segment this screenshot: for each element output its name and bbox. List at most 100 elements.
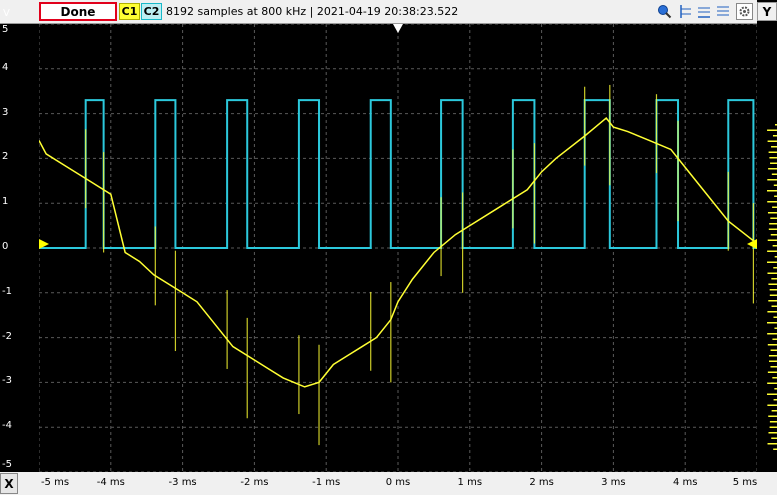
histogram-bar: [768, 151, 777, 153]
histogram-bar: [767, 382, 777, 384]
cursor-v-icon[interactable]: [695, 3, 712, 20]
channel-2-button[interactable]: C2: [141, 3, 162, 20]
histogram-bar: [772, 338, 777, 340]
histogram-bar: [770, 217, 777, 219]
histogram-bar: [767, 261, 777, 263]
c1-trace: [39, 84, 757, 446]
histogram-bar: [767, 404, 777, 406]
histogram-bar: [768, 415, 777, 417]
x-tick-label: -3 ms: [168, 477, 197, 488]
histogram-bar: [770, 366, 777, 368]
zoom-icon[interactable]: [656, 3, 673, 20]
x-axis-button[interactable]: X: [0, 473, 18, 494]
histogram-bar: [767, 272, 777, 274]
x-tick-label: -1 ms: [312, 477, 341, 488]
trigger-level-marker-left[interactable]: [39, 239, 49, 249]
histogram-bar: [774, 256, 777, 258]
histogram-bar: [772, 245, 777, 247]
y-axis-unit: V: [3, 8, 10, 19]
x-tick-label: 5 ms: [732, 477, 758, 488]
channel-1-button[interactable]: C1: [119, 3, 140, 20]
histogram-bar: [769, 157, 777, 159]
histogram-bar: [767, 311, 777, 313]
histogram-bar: [769, 360, 777, 362]
histogram-bar: [772, 135, 777, 137]
x-tick-label: 2 ms: [529, 477, 554, 488]
histogram-bar: [767, 393, 777, 395]
histogram-bar: [774, 388, 777, 390]
histogram-bar: [767, 443, 777, 445]
plot-area[interactable]: [39, 24, 757, 472]
histogram-bar: [770, 349, 777, 351]
c2-trace: [39, 99, 757, 249]
status-button[interactable]: Done: [39, 2, 117, 21]
settings-icon[interactable]: [736, 3, 753, 20]
histogram-bar: [767, 239, 777, 241]
histogram-bar: [773, 448, 777, 450]
histogram-bar: [771, 305, 777, 307]
histogram-bar: [767, 140, 777, 142]
histogram-bar: [773, 184, 777, 186]
histogram-bar: [767, 333, 777, 335]
y-tick-label: 1: [2, 196, 9, 208]
x-tick-label: -5 ms: [40, 477, 70, 488]
histogram-bar: [773, 399, 777, 401]
histogram-bar: [771, 146, 777, 148]
trigger-time-marker[interactable]: [393, 24, 403, 33]
x-tick-label: 4 ms: [672, 477, 698, 488]
trigger-level-marker-right[interactable]: [747, 239, 757, 249]
histogram-bar: [767, 201, 777, 203]
y-tick-label: 2: [2, 151, 9, 163]
c1-line: [39, 117, 757, 388]
acquisition-info: 8192 samples at 800 kHz | 2021-04-19 20:…: [166, 5, 459, 18]
histogram-bar: [769, 426, 777, 428]
histogram-bar: [771, 410, 777, 412]
x-tick-label: 3 ms: [601, 477, 626, 488]
histogram-bar: [767, 212, 777, 214]
histogram-bar: [775, 124, 777, 126]
y-tick-label: -4: [2, 420, 12, 432]
x-axis-bar: [0, 472, 777, 495]
histogram-bar: [767, 250, 777, 252]
x-tick-label: 0 ms: [385, 477, 411, 488]
histogram-bar: [773, 267, 777, 269]
c2-line: [39, 99, 757, 249]
histogram-bar: [769, 289, 777, 291]
histogram-bar: [771, 437, 777, 439]
histogram-bar: [768, 355, 777, 357]
histogram-bar: [768, 168, 777, 170]
y-tick-label: -3: [2, 375, 12, 387]
y-panel: [757, 0, 777, 495]
y-tick-label: 3: [2, 106, 9, 118]
histogram-bar: [772, 206, 777, 208]
histogram-bar: [768, 228, 777, 230]
histogram-bar: [771, 173, 777, 175]
histogram-bar: [767, 344, 777, 346]
histogram-bar: [772, 377, 777, 379]
histogram-bar: [767, 322, 777, 324]
histogram-bar: [767, 179, 777, 181]
y-tick-label: -5: [2, 459, 12, 470]
y-tick-label: -2: [2, 330, 12, 342]
y-panel-button[interactable]: Y: [757, 2, 777, 21]
histogram-bar: [771, 278, 777, 280]
x-tick-label: 1 ms: [457, 477, 483, 488]
histogram-bar: [767, 129, 777, 131]
histogram-bar: [768, 300, 777, 302]
histogram-bar: [774, 195, 777, 197]
y-tick-label: 4: [2, 61, 9, 73]
x-tick-label: -4 ms: [96, 477, 125, 488]
y-tick-label: -1: [2, 285, 12, 297]
y-tick-label: 0: [2, 241, 9, 252]
cursor-h-icon[interactable]: [676, 3, 693, 20]
histogram-bar: [767, 190, 777, 192]
cursor-both-icon[interactable]: [714, 3, 731, 20]
histogram-bar: [768, 283, 777, 285]
histogram-bar: [767, 371, 777, 373]
histogram-bar: [773, 316, 777, 318]
histogram-bar: [769, 223, 777, 225]
histogram-bar: [768, 432, 777, 434]
histogram-bar: [769, 421, 777, 423]
histogram-bar: [770, 162, 777, 164]
histogram-bar: [769, 294, 777, 296]
